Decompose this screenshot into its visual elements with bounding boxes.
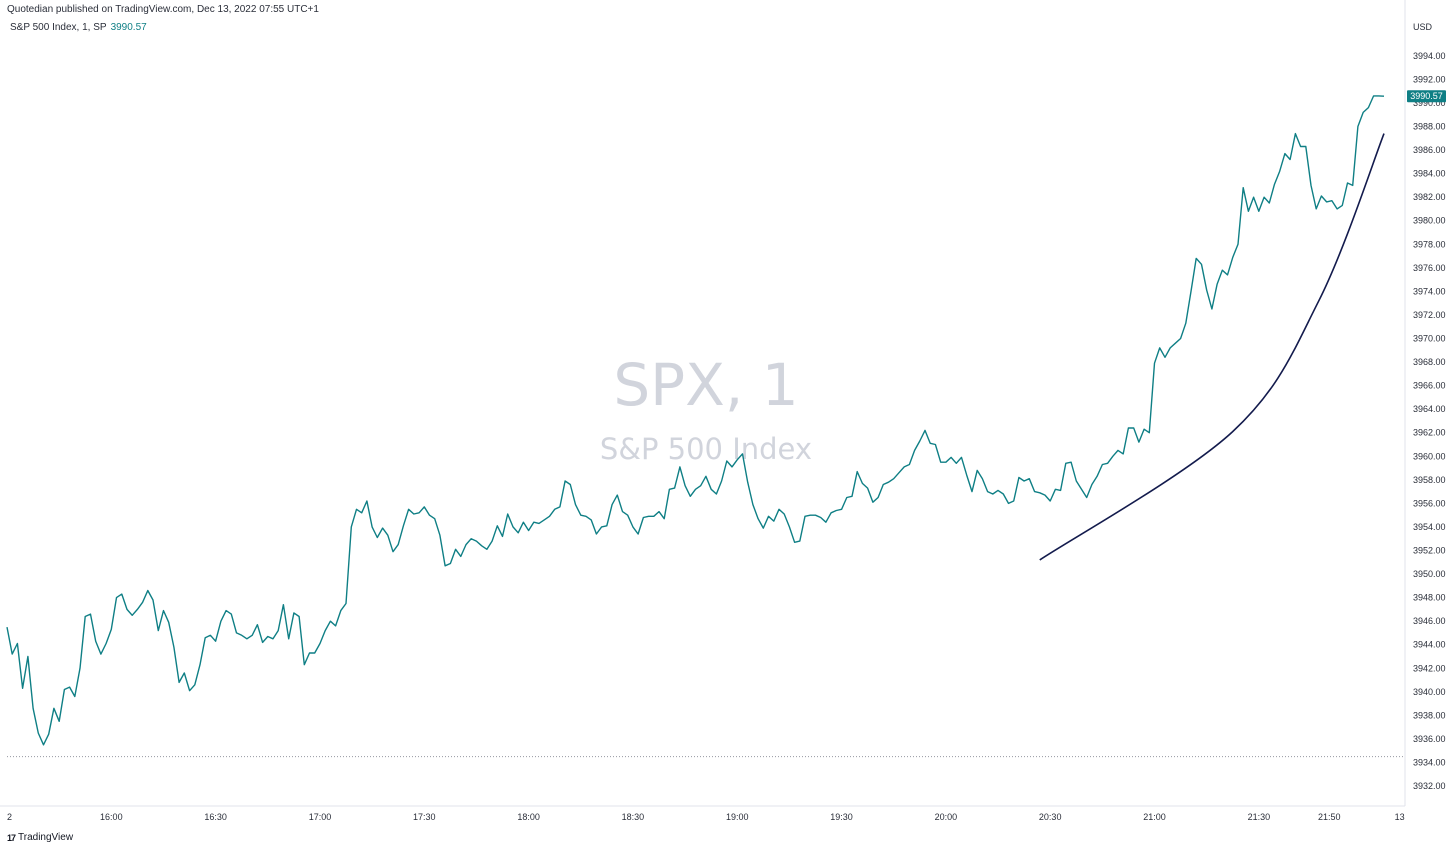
time-tick-label: 18:30 [622,812,645,822]
price-tick-label: 3990.00 [1413,98,1446,108]
time-tick-label: 13 [1395,812,1405,822]
published-note: Quotedian published on TradingView.com, … [7,4,319,15]
price-tick-label: 3950.00 [1413,569,1446,579]
price-tick-label: 3952.00 [1413,545,1446,555]
price-tick-label: 3994.00 [1413,51,1446,61]
time-tick-label: 20:30 [1039,812,1062,822]
time-axis[interactable]: 2 16:00 16:30 17:00 17:30 18:00 18:30 19:00 19:3… [7,812,1405,822]
price-tick-label: 3976.00 [1413,263,1446,273]
price-tick-label: 3948.00 [1413,593,1446,603]
price-tick-label: 3986.00 [1413,145,1446,155]
price-tick-label: 3956.00 [1413,498,1446,508]
time-tick-label: 21:50 [1318,812,1341,822]
tradingview-footer[interactable]: 17 TradingView [7,832,73,843]
footer-brand: TradingView [18,832,74,843]
time-tick-label: 19:00 [726,812,749,822]
last-price-text: 3990.57 [1410,91,1443,101]
price-tick-label: 3960.00 [1413,451,1446,461]
time-tick-label: 21:00 [1143,812,1166,822]
time-tick-label: 21:30 [1248,812,1271,822]
price-tick-label: 3972.00 [1413,310,1446,320]
watermark-name: S&P 500 Index [600,432,812,466]
time-tick-label: 19:30 [830,812,853,822]
price-tick-label: 3980.00 [1413,216,1446,226]
time-tick-label: 17:00 [309,812,332,822]
time-tick-label: 18:00 [517,812,540,822]
price-tick-label: 3954.00 [1413,522,1446,532]
last-price-badge [1407,90,1446,103]
price-tick-label: 3932.00 [1413,781,1446,791]
price-tick-label: 3934.00 [1413,758,1446,768]
last-price-marker: 3990.57 [1407,90,1446,103]
price-tick-label: 3962.00 [1413,428,1446,438]
annotation-arc [1039,133,1385,561]
currency-label: USD [1413,22,1433,32]
price-tick-label: 3988.00 [1413,121,1446,131]
time-tick-label: 17:30 [413,812,436,822]
price-tick-label: 3946.00 [1413,616,1446,626]
watermark-symbol: SPX, 1 [613,351,798,419]
price-line [6,95,1385,746]
legend-name: S&P 500 Index, 1, SP [10,22,107,33]
price-tick-label: 3964.00 [1413,404,1446,414]
price-tick-label: 3984.00 [1413,169,1446,179]
price-tick-label: 3982.00 [1413,192,1446,202]
price-tick-label: 3966.00 [1413,381,1446,391]
price-tick-label: 3942.00 [1413,663,1446,673]
price-axis[interactable]: 3932.00 3934.00 3936.00 3938.00 3940.00 3942.… [1413,51,1446,791]
price-tick-label: 3992.00 [1413,74,1446,84]
time-tick-label: 2 [7,812,12,822]
price-tick-label: 3938.00 [1413,710,1446,720]
price-tick-label: 3978.00 [1413,239,1446,249]
price-tick-label: 3958.00 [1413,475,1446,485]
time-tick-label: 16:30 [204,812,227,822]
legend-value: 3990.57 [110,22,147,33]
time-tick-label: 16:00 [100,812,123,822]
tradingview-logo-icon: 17 [7,832,16,843]
price-tick-label: 3970.00 [1413,333,1446,343]
price-tick-label: 3974.00 [1413,286,1446,296]
price-tick-label: 3968.00 [1413,357,1446,367]
series-legend[interactable]: S&P 500 Index, 1, SP 3990.57 [10,22,147,33]
time-tick-label: 20:00 [935,812,958,822]
price-tick-label: 3940.00 [1413,687,1446,697]
price-tick-label: 3944.00 [1413,640,1446,650]
price-tick-label: 3936.00 [1413,734,1446,744]
